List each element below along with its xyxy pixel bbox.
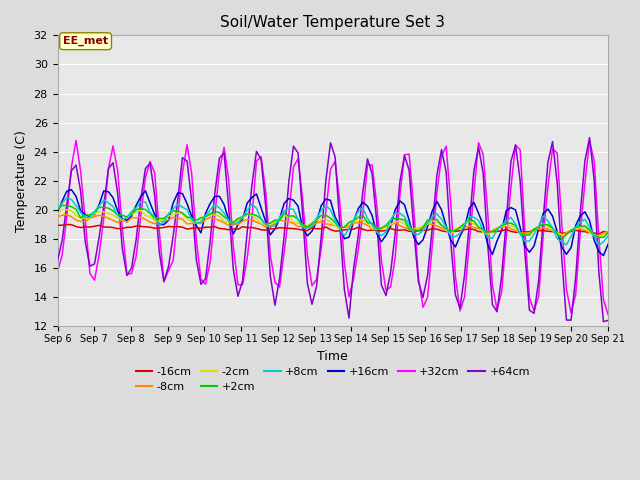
X-axis label: Time: Time xyxy=(317,349,348,363)
Text: EE_met: EE_met xyxy=(63,36,108,47)
Title: Soil/Water Temperature Set 3: Soil/Water Temperature Set 3 xyxy=(220,15,445,30)
Legend: -16cm, -8cm, -2cm, +2cm, +8cm, +16cm, +32cm, +64cm: -16cm, -8cm, -2cm, +2cm, +8cm, +16cm, +3… xyxy=(131,362,534,396)
Y-axis label: Temperature (C): Temperature (C) xyxy=(15,130,28,232)
